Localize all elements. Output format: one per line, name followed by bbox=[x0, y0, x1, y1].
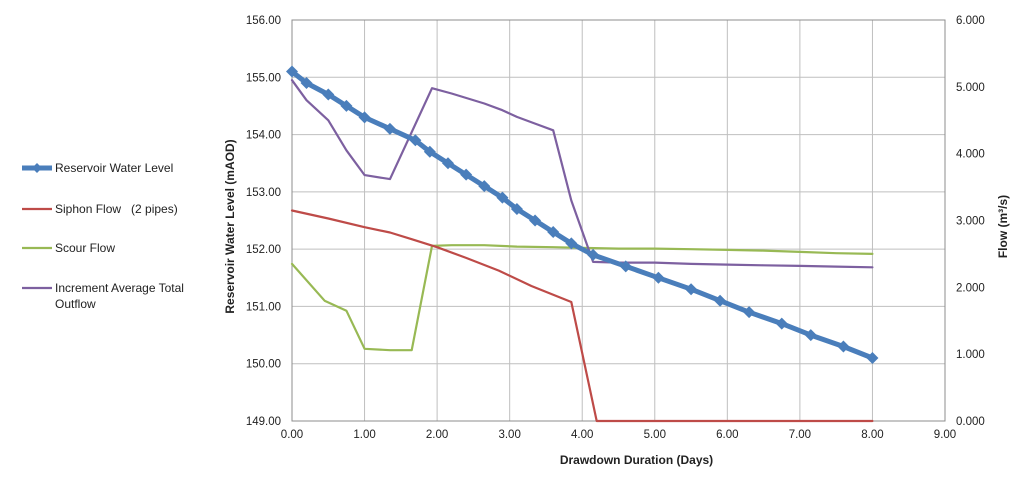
data-point bbox=[866, 351, 879, 364]
data-point bbox=[286, 65, 298, 78]
series-line-1 bbox=[290, 209, 874, 423]
y-left-tick-label: 150.00 bbox=[246, 359, 281, 371]
y-right-tick-label: 5.000 bbox=[956, 82, 985, 94]
data-point bbox=[460, 168, 473, 181]
x-tick-label: 6.00 bbox=[716, 429, 738, 441]
y-left-tick-label: 152.00 bbox=[246, 244, 281, 256]
y-left-tick-label: 156.00 bbox=[246, 15, 281, 27]
y-right-tick-label: 1.000 bbox=[956, 349, 985, 361]
y-right-tick-label: 0.000 bbox=[956, 416, 985, 428]
x-tick-label: 8.00 bbox=[861, 429, 883, 441]
legend-label: Scour Flow bbox=[55, 241, 115, 255]
x-tick-label: 2.00 bbox=[426, 429, 448, 441]
data-point bbox=[358, 111, 371, 124]
legend-label: Increment Average Total Outflow bbox=[55, 281, 184, 311]
plot-border bbox=[291, 19, 946, 422]
data-point bbox=[837, 340, 850, 353]
y-left-axis-title: Reservoir Water Level (mAOD) bbox=[223, 139, 237, 313]
data-point bbox=[743, 306, 756, 319]
plot-area bbox=[291, 19, 946, 422]
legend-label: Siphon Flow (2 pipes) bbox=[55, 202, 178, 216]
series-line-0 bbox=[289, 69, 875, 361]
data-point bbox=[804, 329, 817, 342]
y-left-tick-label: 155.00 bbox=[246, 72, 281, 84]
data-point bbox=[685, 283, 698, 296]
data-point bbox=[441, 157, 454, 170]
y-right-tick-label: 6.000 bbox=[956, 15, 985, 27]
x-axis-title: Drawdown Duration (Days) bbox=[560, 453, 713, 467]
y-left-tick-label: 153.00 bbox=[246, 187, 281, 199]
x-tick-label: 4.00 bbox=[571, 429, 593, 441]
data-point bbox=[478, 180, 491, 193]
y-left-tick-label: 151.00 bbox=[246, 301, 281, 313]
series-line-2 bbox=[290, 244, 874, 352]
x-tick-label: 1.00 bbox=[353, 429, 375, 441]
legend: Reservoir Water Level Siphon Flow (2 pipe… bbox=[22, 161, 184, 311]
series-line-3 bbox=[290, 79, 874, 269]
x-tick-label: 7.00 bbox=[789, 429, 811, 441]
series-layer bbox=[286, 65, 879, 423]
data-point bbox=[383, 122, 396, 135]
x-tick-label: 5.00 bbox=[644, 429, 666, 441]
data-point bbox=[587, 248, 600, 261]
y-left-tick-label: 149.00 bbox=[246, 416, 281, 428]
y-left-tick-label: 154.00 bbox=[246, 130, 281, 142]
data-point bbox=[340, 99, 353, 112]
gridlines bbox=[291, 19, 946, 422]
legend-marker bbox=[32, 163, 42, 173]
data-point bbox=[529, 214, 542, 227]
data-point bbox=[322, 88, 335, 101]
data-point bbox=[423, 145, 436, 158]
x-tick-label: 3.00 bbox=[498, 429, 520, 441]
data-point bbox=[510, 203, 523, 216]
data-point bbox=[409, 134, 422, 147]
y-right-axis-title: Flow (m³/s) bbox=[996, 195, 1010, 258]
data-point bbox=[652, 271, 665, 284]
data-point bbox=[775, 317, 788, 330]
x-tick-label: 0.00 bbox=[281, 429, 303, 441]
x-tick-label: 9.00 bbox=[934, 429, 956, 441]
y-right-tick-label: 2.000 bbox=[956, 282, 985, 294]
data-point bbox=[300, 77, 313, 90]
data-point bbox=[619, 260, 632, 273]
y-right-tick-label: 3.000 bbox=[956, 216, 985, 228]
data-point bbox=[714, 294, 727, 307]
data-point bbox=[565, 237, 578, 250]
tick-labels: 0.00 1.00 2.00 3.00 4.00 5.00 6.00 7.00 8.00 9.00… bbox=[246, 15, 985, 441]
legend-label: Reservoir Water Level bbox=[55, 161, 173, 175]
data-point bbox=[547, 225, 560, 238]
y-right-tick-label: 4.000 bbox=[956, 149, 985, 161]
data-point bbox=[496, 191, 509, 204]
